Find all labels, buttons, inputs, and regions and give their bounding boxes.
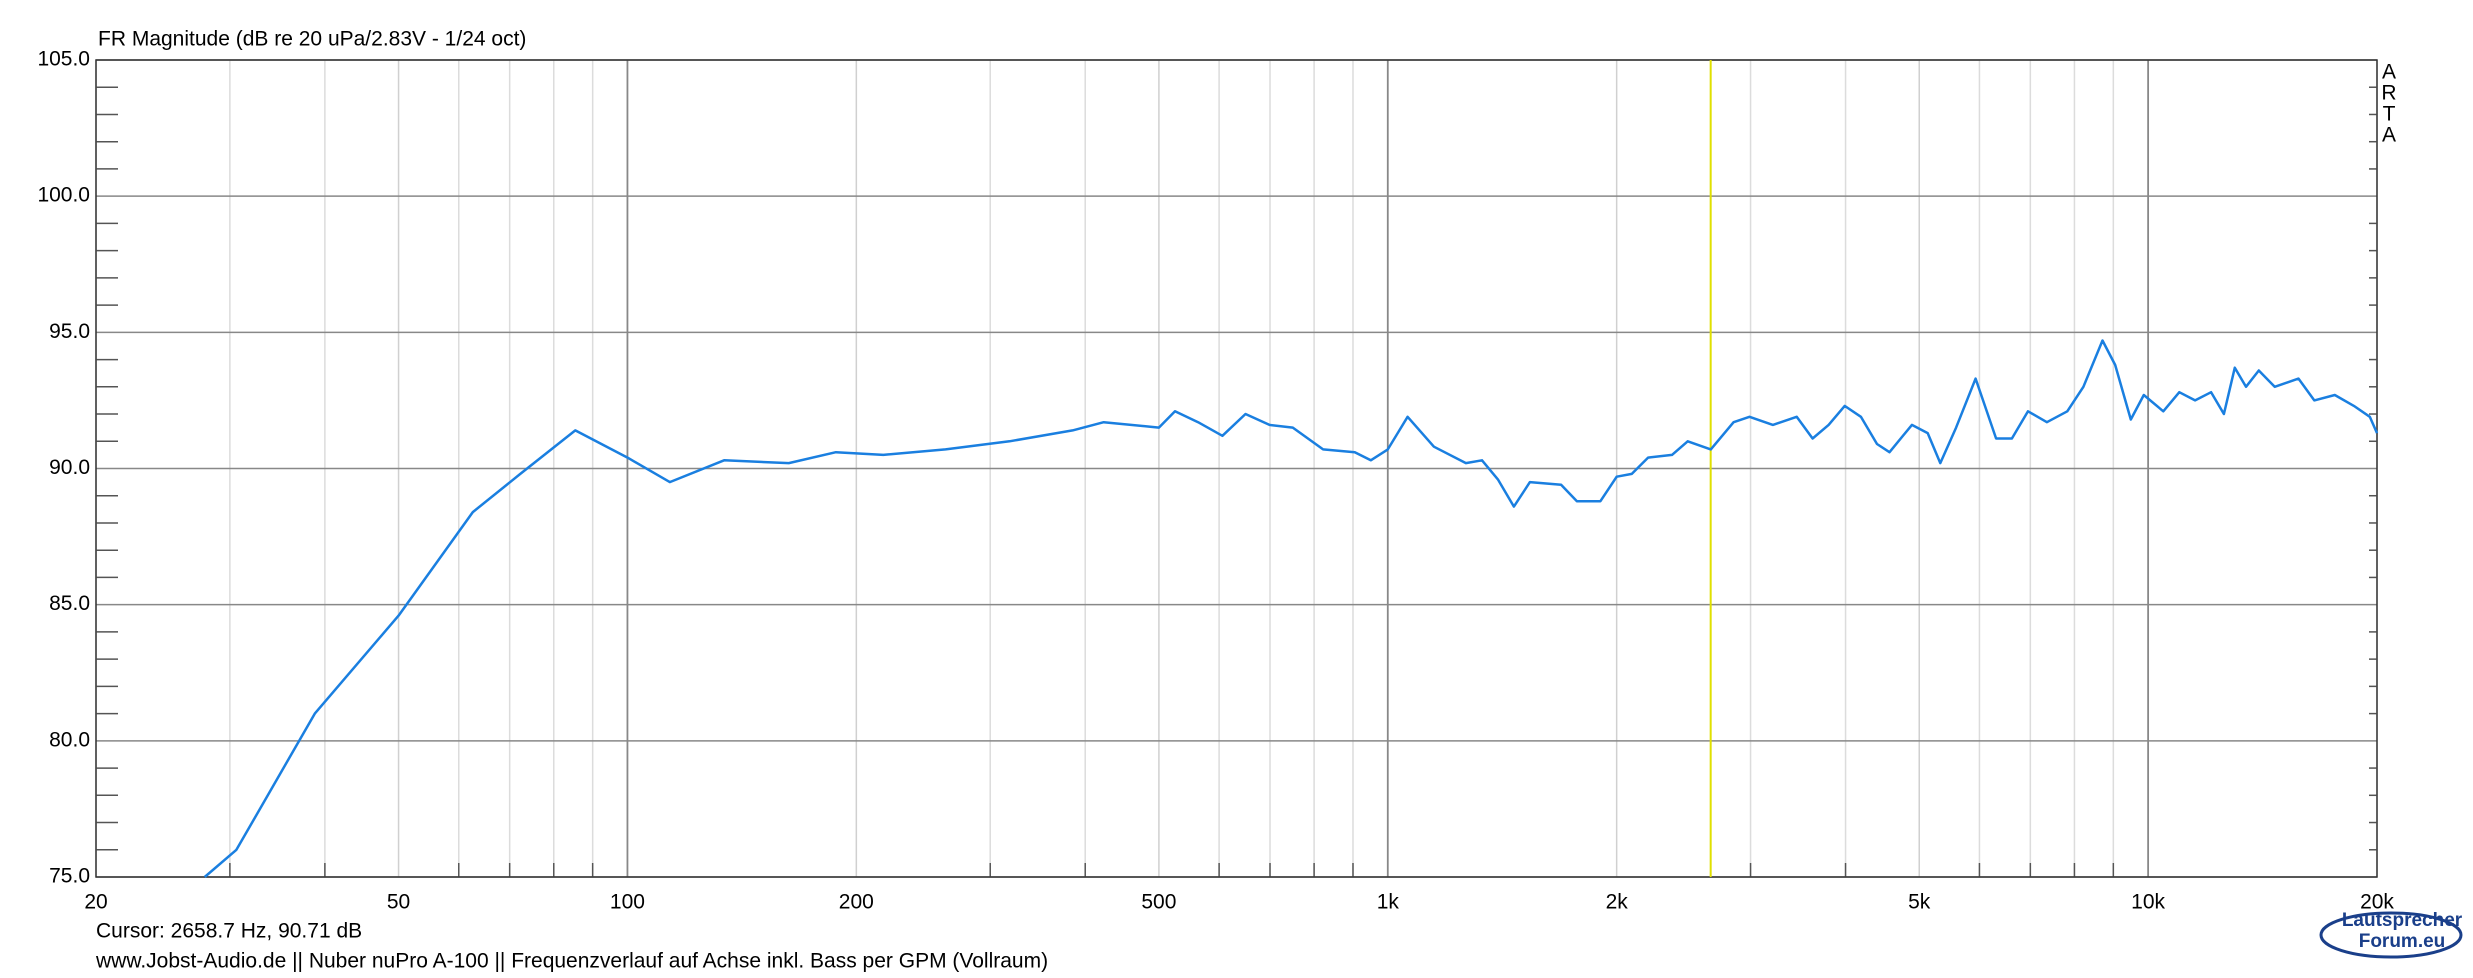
x-tick-label: 2k [1606,891,1629,914]
logo-text: Forum.eu [2359,931,2446,952]
footer: www.Jobst-Audio.de || Nuber nuPro A-100 … [95,950,1048,973]
y-tick-label: 95.0 [49,320,90,343]
x-tick-label: 1k [1377,891,1400,914]
plot-frame [95,59,2378,878]
logo-ring [2319,911,2463,959]
y-tick-label: 100.0 [37,184,90,207]
x-tick-label: 200 [839,891,874,914]
x-tick-label: 5k [1908,891,1931,914]
y-tick-label: 90.0 [49,456,90,479]
x-tick-label: 500 [1141,891,1176,914]
x-tick-label: 20k [2360,891,2394,914]
x-tick-label: 20 [84,891,107,914]
logo: Lautsprecher Forum.eu [2319,910,2463,959]
y-tick-label: 105.0 [37,48,90,71]
chart-title: FR Magnitude (dB re 20 uPa/2.83V - 1/24 … [98,28,526,51]
side-label: A [2382,124,2396,147]
side-label: T [2383,103,2396,126]
y-tick-label: 75.0 [49,865,90,888]
x-tick-label: 10k [2131,891,2165,914]
x-tick-label: 100 [610,891,645,914]
y-tick-label: 80.0 [49,728,90,751]
y-tick-label: 85.0 [49,592,90,615]
fr-curve [203,339,2379,878]
side-label: A [2382,61,2396,84]
logo-text: Lautsprecher [2342,910,2463,931]
cursor-readout: Cursor: 2658.7 Hz, 90.71 dB [96,920,362,943]
x-tick-label: 50 [387,891,410,914]
side-label: R [2381,82,2396,105]
